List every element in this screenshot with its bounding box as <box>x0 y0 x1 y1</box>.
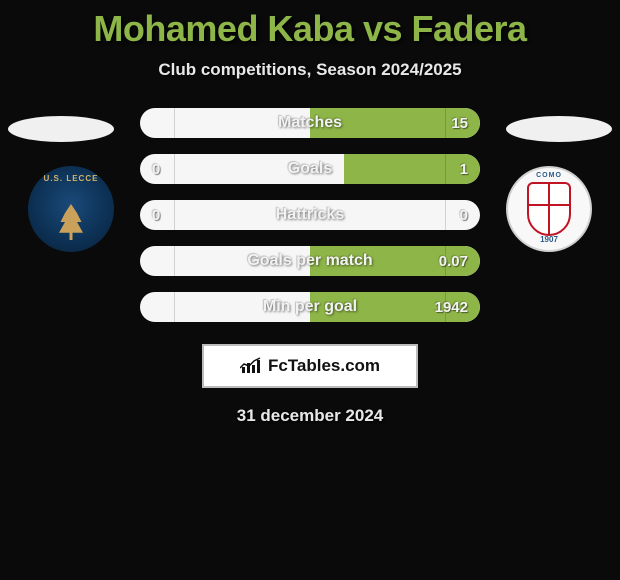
stat-label: Min per goal <box>263 298 357 316</box>
divider <box>445 154 446 184</box>
stat-row: 0 0 Hattricks <box>140 200 480 230</box>
stat-row: 0 1 Goals <box>140 154 480 184</box>
club-badge-left-name: U.S. LECCE <box>44 174 99 183</box>
stat-value-left: 0 <box>152 207 160 224</box>
date-text: 31 december 2024 <box>0 406 620 426</box>
stat-label: Goals <box>288 160 332 178</box>
stat-rows: 15 Matches 0 1 Goals 0 0 Hattricks 0.07 Goals per… <box>140 108 480 322</box>
stat-value-right: 1 <box>460 161 468 178</box>
stat-row: 15 Matches <box>140 108 480 138</box>
stat-value-right: 0 <box>460 207 468 224</box>
stat-value-left: 0 <box>152 161 160 178</box>
stat-value-right: 0.07 <box>439 253 468 270</box>
brand-text: FcTables.com <box>268 356 380 376</box>
divider <box>174 292 175 322</box>
stat-row: 0.07 Goals per match <box>140 246 480 276</box>
club-badge-right-year: 1907 <box>540 235 558 244</box>
brand-box[interactable]: FcTables.com <box>202 344 418 388</box>
page-title: Mohamed Kaba vs Fadera <box>0 0 620 50</box>
stat-value-right: 15 <box>451 115 468 132</box>
stat-value-right: 1942 <box>435 299 468 316</box>
divider <box>174 200 175 230</box>
tree-icon <box>56 204 86 240</box>
player-photo-placeholder-left <box>8 116 114 142</box>
comparison-panel: U.S. LECCE COMO 1907 15 Matches 0 1 Goals 0 0 H… <box>0 108 620 426</box>
stat-label: Hattricks <box>276 206 344 224</box>
stat-label: Matches <box>278 114 342 132</box>
stat-label: Goals per match <box>247 252 372 270</box>
chart-icon <box>240 357 262 375</box>
divider <box>174 154 175 184</box>
club-badge-right: COMO 1907 <box>506 166 592 252</box>
divider <box>174 108 175 138</box>
stat-row: 1942 Min per goal <box>140 292 480 322</box>
club-badge-right-name: COMO <box>536 172 562 179</box>
shield-icon <box>527 182 571 236</box>
player-photo-placeholder-right <box>506 116 612 142</box>
club-badge-left: U.S. LECCE <box>28 166 114 252</box>
divider <box>445 200 446 230</box>
divider <box>445 108 446 138</box>
divider <box>174 246 175 276</box>
subtitle: Club competitions, Season 2024/2025 <box>0 60 620 80</box>
